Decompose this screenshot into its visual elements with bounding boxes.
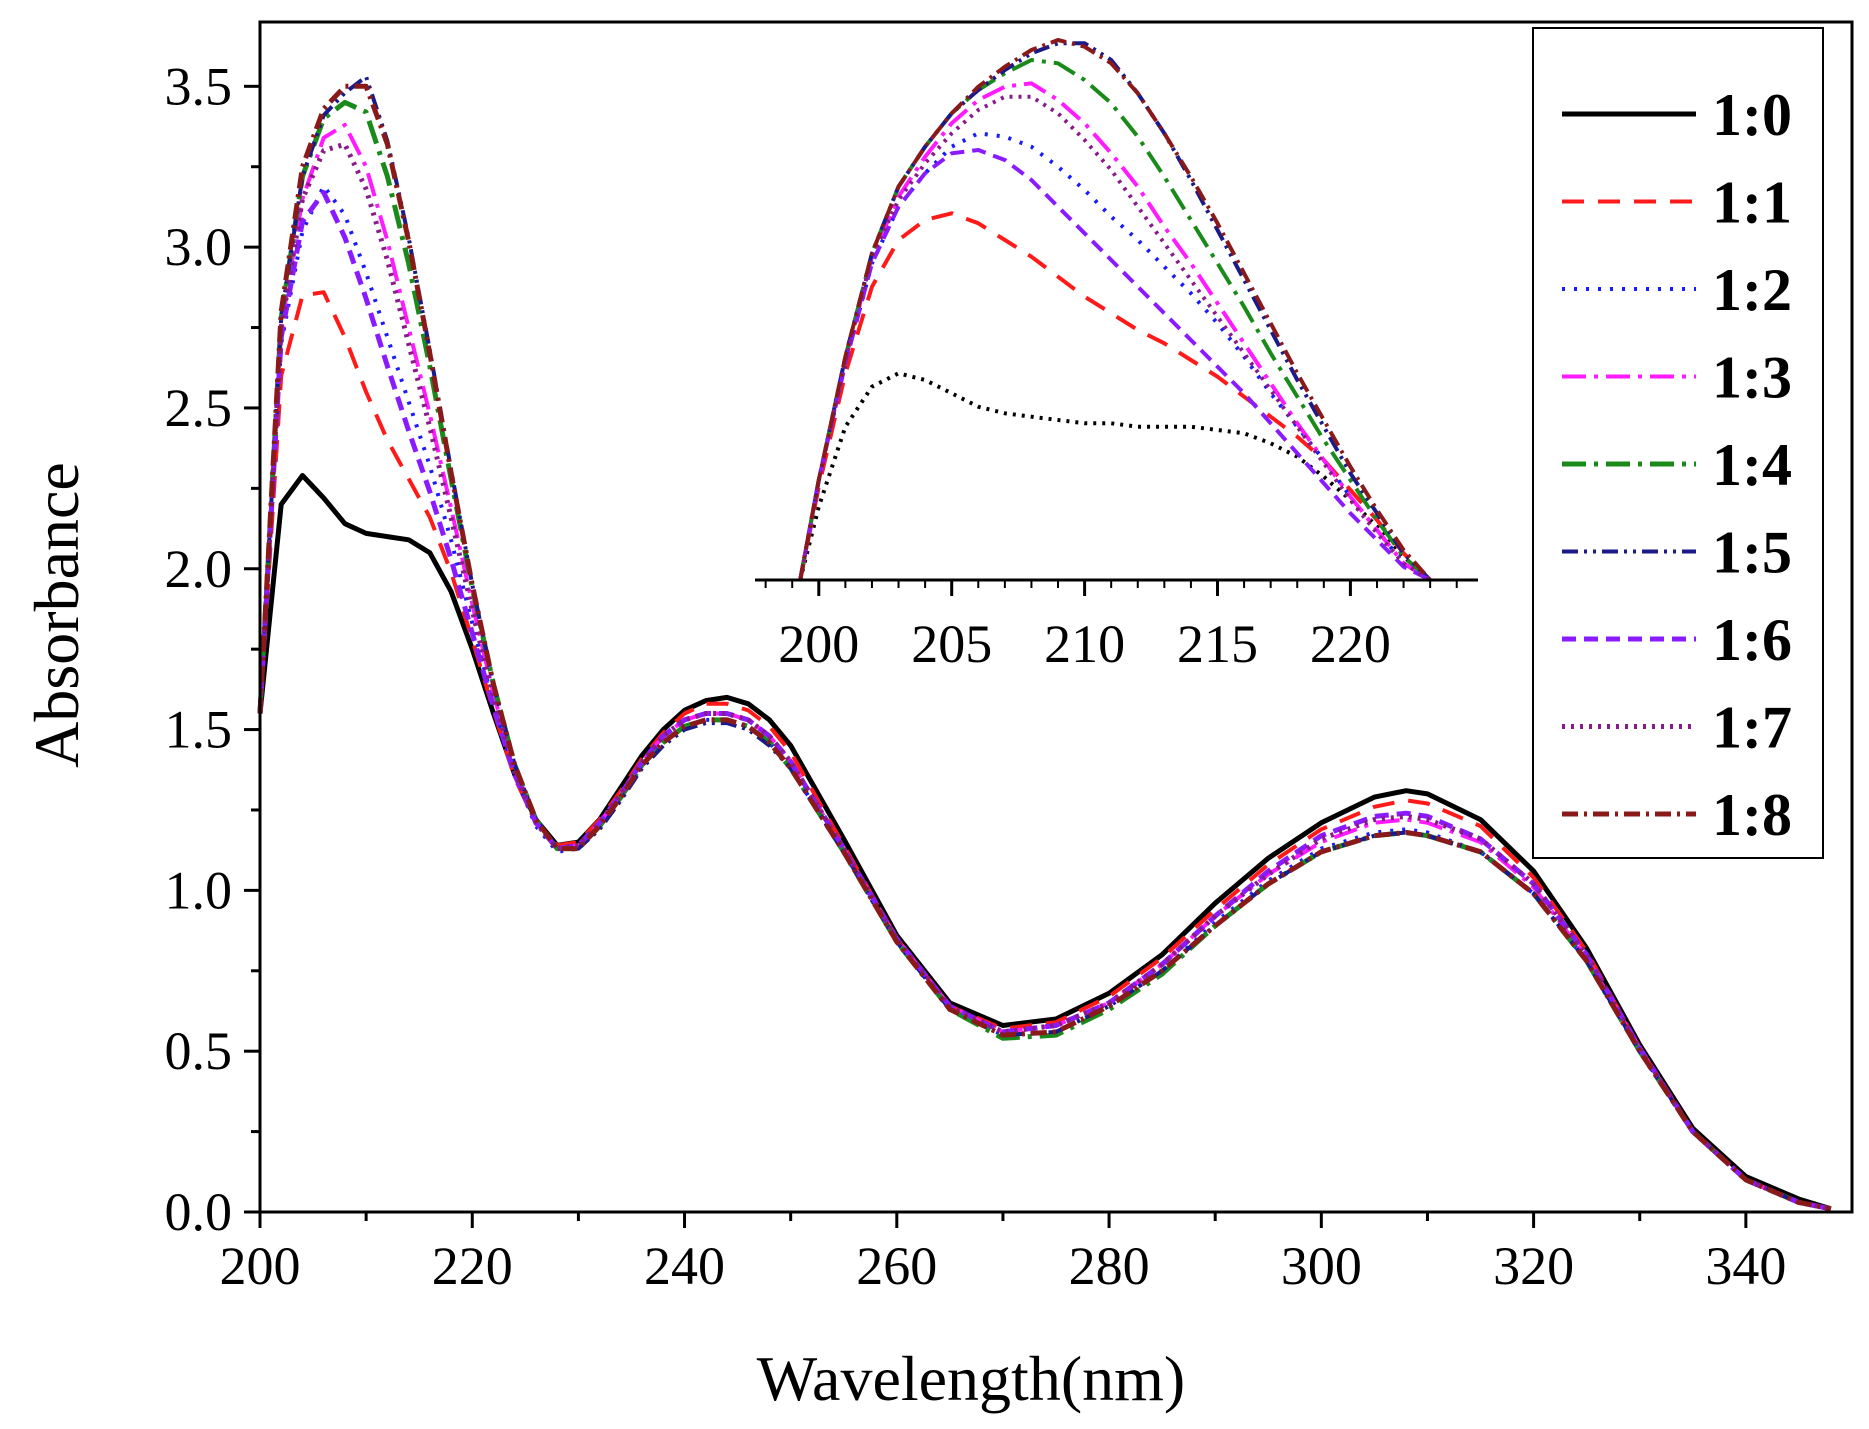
legend-label-1-2: 1:2 [1712, 257, 1792, 323]
inset-plot-axes: 200 205 210 215 220 [755, 578, 1478, 674]
y-tick-label: 1.5 [165, 700, 233, 760]
x-tick-label: 220 [432, 1236, 513, 1296]
legend-label-1-0: 1:0 [1712, 82, 1792, 148]
x-tick-label: 320 [1493, 1236, 1574, 1296]
inset-plot-series [798, 38, 1432, 582]
plot-frame [258, 20, 1854, 1214]
legend-label-1-5: 1:5 [1712, 520, 1792, 586]
y-tick-label: 0.5 [165, 1021, 233, 1081]
x-axis-title: Wavelength(nm) [757, 1343, 1185, 1414]
legend-label-1-7: 1:7 [1712, 695, 1792, 761]
legend-label-1-4: 1:4 [1712, 432, 1792, 498]
main-plot-axes: 200 220 240 260 280 300 320 340 0.0 0.5 1.0 1.5 2.0 2… [165, 20, 1854, 1296]
y-tick-label: 1.0 [165, 860, 233, 920]
x-tick-label: 280 [1069, 1236, 1150, 1296]
y-axis-title: Absorbance [21, 462, 92, 768]
y-tick-label: 3.5 [165, 56, 233, 116]
inset-series-line-1-6 [798, 148, 1432, 582]
legend-label-1-6: 1:6 [1712, 607, 1792, 673]
series-line-1-5 [258, 74, 1832, 1211]
inset-series-line-1-0 [798, 371, 1432, 582]
x-tick-label: 260 [856, 1236, 937, 1296]
legend-label-1-3: 1:3 [1712, 345, 1792, 411]
main-plot-series [257, 74, 1832, 1212]
series-line-1-1 [258, 290, 1832, 1211]
x-tick-label: 300 [1281, 1236, 1362, 1296]
inset-series-line-1-8 [798, 38, 1432, 582]
inset-x-tick-label: 205 [911, 614, 992, 674]
y-tick-label: 2.5 [165, 378, 233, 438]
series-line-1-8 [257, 83, 1832, 1212]
y-tick-label: 0.0 [165, 1182, 233, 1242]
legend-label-1-8: 1:8 [1712, 782, 1792, 848]
inset-series-line-1-4 [798, 58, 1432, 582]
series-line-1-7 [257, 141, 1832, 1212]
x-tick-label: 340 [1705, 1236, 1786, 1296]
legend-box [1532, 27, 1824, 859]
inset-series-line-1-3 [798, 81, 1432, 582]
inset-series-line-1-1 [798, 211, 1432, 582]
inset-x-tick-label: 210 [1044, 614, 1125, 674]
inset-x-tick-label: 220 [1310, 614, 1391, 674]
x-tick-label: 200 [220, 1236, 301, 1296]
legend: 1:0 1:1 1:2 1:3 1:4 1:5 1:6 1:7 1:8 [1532, 27, 1824, 859]
series-line-1-0 [257, 473, 1832, 1212]
legend-label-1-1: 1:1 [1712, 170, 1792, 236]
inset-series-line-1-7 [798, 94, 1432, 582]
y-tick-label: 2.0 [165, 539, 233, 599]
x-tick-label: 240 [644, 1236, 725, 1296]
inset-x-tick-label: 200 [778, 614, 859, 674]
inset-x-tick-label: 215 [1177, 614, 1258, 674]
y-tick-label: 3.0 [165, 217, 233, 277]
